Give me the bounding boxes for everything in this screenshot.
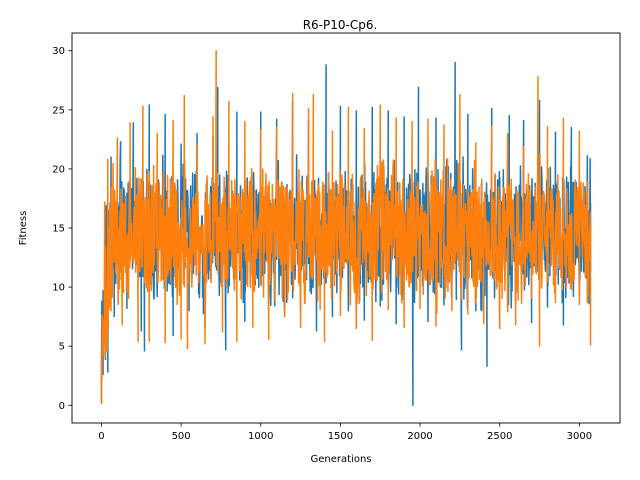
y-tick-label: 20 xyxy=(52,164,65,175)
x-tick-label: 500 xyxy=(172,431,191,442)
y-axis: 0 5 10 15 20 25 30 xyxy=(52,46,72,412)
y-tick-label: 0 xyxy=(59,401,65,412)
x-axis-label: Generations xyxy=(311,454,372,465)
x-tick-label: 0 xyxy=(98,431,104,442)
y-axis-label: Fitness xyxy=(18,211,29,246)
y-tick-label: 10 xyxy=(52,283,65,294)
plot-area xyxy=(100,49,592,407)
series-line-1 xyxy=(100,49,592,405)
x-tick-label: 2500 xyxy=(487,431,512,442)
y-tick-label: 5 xyxy=(59,342,65,353)
y-tick-label: 15 xyxy=(52,224,65,235)
x-tick-label: 1500 xyxy=(328,431,353,442)
chart-title: R6-P10-Cp6. xyxy=(303,18,378,32)
series-line-0 xyxy=(100,61,592,407)
x-tick-label: 3000 xyxy=(567,431,592,442)
x-tick-label: 2000 xyxy=(407,431,432,442)
x-tick-label: 1000 xyxy=(248,431,273,442)
y-tick-label: 25 xyxy=(52,105,65,116)
x-axis: 0 500 1000 1500 2000 2500 3000 xyxy=(98,423,592,442)
y-tick-label: 30 xyxy=(52,46,65,57)
